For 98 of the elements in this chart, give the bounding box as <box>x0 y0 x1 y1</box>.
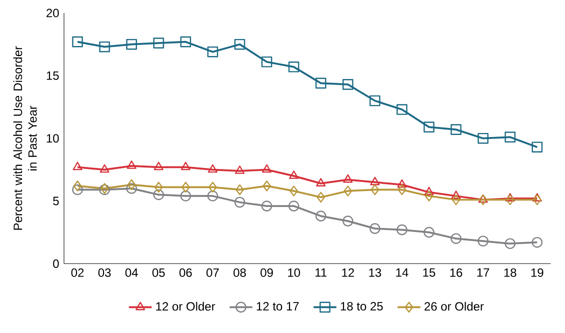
point <box>207 46 218 58</box>
point <box>72 184 83 196</box>
x-tick-label: 05 <box>152 268 165 277</box>
y-axis-title: Percent with Alcohol Use Disorder in Past Year <box>13 46 37 230</box>
point <box>289 170 299 179</box>
x-tick-label: 12 <box>342 268 354 277</box>
point <box>450 124 462 135</box>
point <box>504 132 516 142</box>
point <box>478 194 488 206</box>
point <box>478 194 488 203</box>
point <box>506 194 514 206</box>
point <box>396 224 408 236</box>
point <box>451 190 461 199</box>
point <box>478 132 488 144</box>
point <box>342 216 354 226</box>
point <box>208 182 217 193</box>
point <box>100 164 110 173</box>
point <box>127 179 136 190</box>
point <box>504 238 516 250</box>
point <box>262 180 271 192</box>
y-tick-label: 5 <box>53 196 59 206</box>
point <box>99 41 110 52</box>
point <box>532 194 542 206</box>
point <box>343 174 353 183</box>
point <box>370 184 380 196</box>
x-tick-label: 15 <box>423 268 436 277</box>
x-tick-label: 07 <box>206 268 219 277</box>
x-tick-label: 14 <box>396 268 408 277</box>
point <box>532 142 543 153</box>
point <box>180 190 192 202</box>
point <box>424 122 434 132</box>
y-tick-label: 20 <box>46 8 59 18</box>
point <box>424 186 434 196</box>
point <box>207 190 218 202</box>
x-tick-label: 10 <box>288 268 300 277</box>
point <box>153 189 164 200</box>
point <box>262 164 272 173</box>
x-tick-label: 06 <box>179 268 192 277</box>
point <box>396 104 408 115</box>
y-tick-label: 15 <box>46 71 59 80</box>
x-tick-label: 09 <box>260 268 273 277</box>
x-tick-label: 03 <box>98 268 111 277</box>
x-tick-label: 18 <box>504 268 516 277</box>
legend-label: 12 or Older <box>156 302 216 311</box>
point <box>452 194 460 206</box>
point <box>532 236 543 248</box>
point <box>180 36 192 48</box>
x-tick-label: 04 <box>125 268 138 277</box>
point <box>370 223 380 234</box>
point <box>370 95 380 106</box>
point <box>72 162 82 170</box>
x-tick-label: 13 <box>369 268 382 277</box>
x-tick-label: 17 <box>477 268 490 277</box>
point <box>315 210 326 222</box>
point <box>288 61 300 72</box>
legend-label: 12 to 17 <box>256 302 299 311</box>
point <box>126 160 136 169</box>
point <box>505 193 515 202</box>
point <box>316 192 326 203</box>
point <box>154 182 163 193</box>
x-tick-label: 08 <box>234 268 246 277</box>
y-tick-label: 0 <box>53 259 59 268</box>
point <box>370 176 380 186</box>
point <box>398 184 406 196</box>
x-tick-label: 16 <box>450 268 462 277</box>
x-tick-label: 02 <box>71 268 84 277</box>
point <box>424 226 434 238</box>
point <box>290 186 298 196</box>
point <box>316 178 326 186</box>
point <box>397 179 407 188</box>
point <box>234 196 246 208</box>
point <box>72 36 83 48</box>
x-tick-label: 11 <box>316 268 326 277</box>
point <box>532 193 542 202</box>
y-tick-label: 10 <box>46 134 59 143</box>
legend-label: 26 or Older <box>424 302 484 311</box>
point <box>261 200 272 212</box>
point <box>236 184 244 196</box>
point <box>234 166 244 174</box>
point <box>208 164 218 173</box>
point <box>315 78 326 89</box>
point <box>424 190 434 202</box>
point <box>154 162 164 170</box>
point <box>261 56 272 68</box>
point <box>180 162 190 170</box>
point <box>73 180 82 192</box>
point <box>181 182 190 193</box>
point <box>342 79 354 90</box>
point <box>126 38 137 50</box>
point <box>234 38 246 50</box>
point <box>478 236 488 247</box>
x-tick-label: 19 <box>531 268 544 277</box>
point <box>344 186 352 196</box>
legend-label: 18 to 25 <box>340 302 383 311</box>
point <box>450 233 462 244</box>
point <box>126 183 137 194</box>
point <box>153 38 164 48</box>
point <box>288 200 300 212</box>
